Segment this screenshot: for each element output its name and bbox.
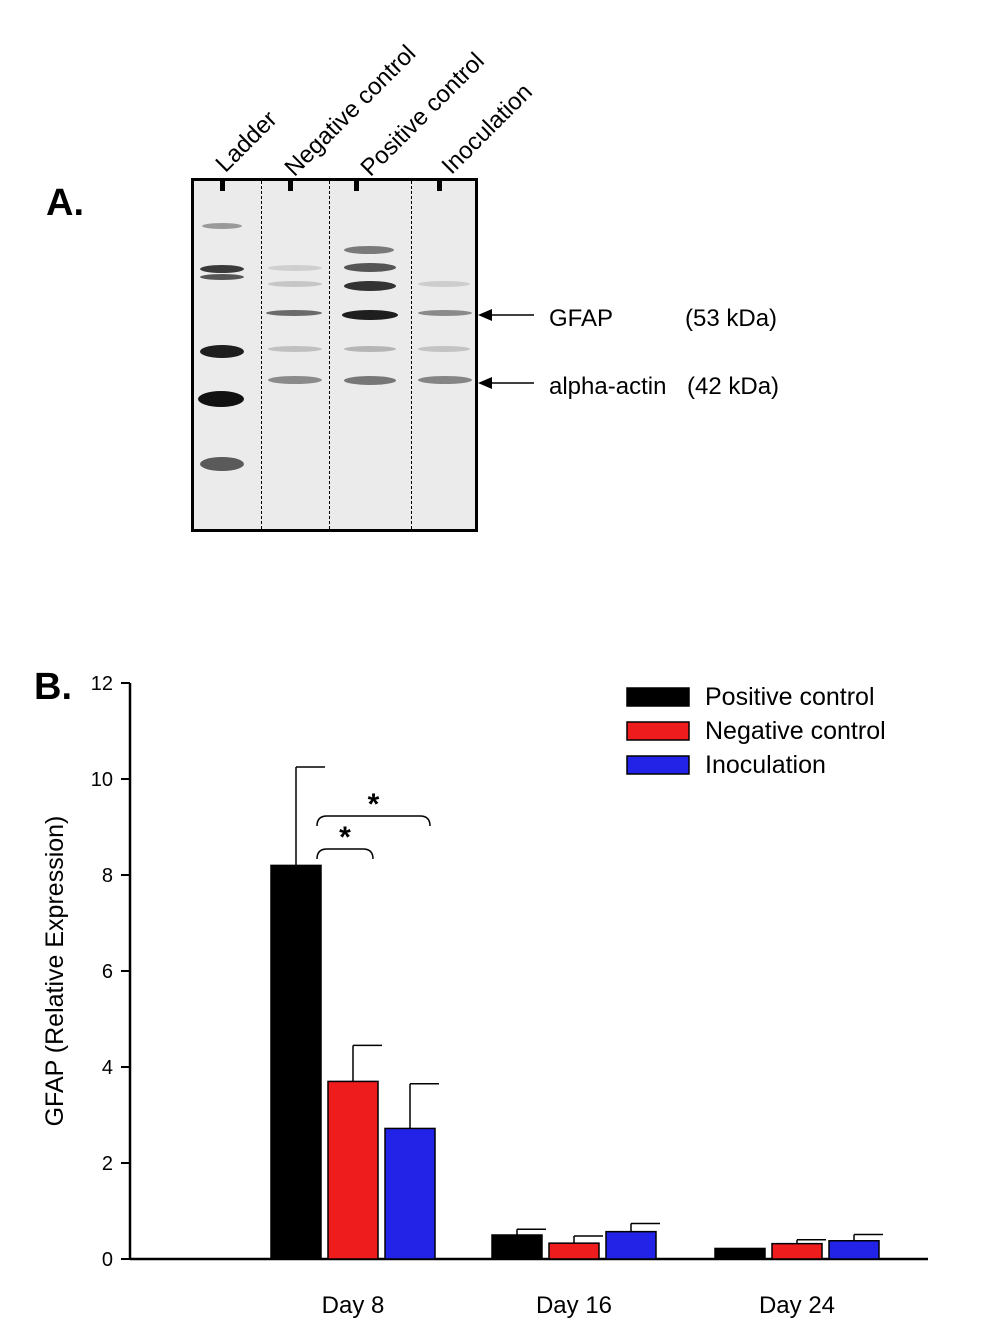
x-tick-label: Day 8	[322, 1292, 385, 1319]
significance-star: *	[368, 788, 380, 821]
actin-band	[344, 376, 396, 385]
blot-band	[268, 265, 322, 271]
x-tick-label: Day 24	[759, 1292, 835, 1319]
ladder-band	[202, 223, 242, 229]
gfap-label: GFAP	[549, 305, 614, 332]
actin-size-label: (42 kDa)	[687, 373, 780, 400]
bar	[491, 1234, 543, 1260]
well-marker	[437, 181, 442, 191]
well-marker	[354, 181, 359, 191]
blot-band	[344, 246, 394, 254]
legend-label: Positive control	[705, 683, 875, 711]
y-tick-label: 4	[102, 1057, 113, 1079]
legend-swatch	[626, 755, 690, 775]
y-tick-label: 8	[102, 865, 113, 887]
y-axis-label: GFAP (Relative Expression)	[41, 816, 69, 1127]
lane-divider	[411, 181, 412, 529]
well-marker	[220, 181, 225, 191]
ladder-band	[200, 345, 244, 358]
blot-band	[344, 346, 396, 352]
bar	[270, 864, 322, 1260]
panel-b-letter: B.	[34, 666, 72, 708]
gfap-band	[342, 310, 398, 320]
bar	[828, 1240, 880, 1260]
legend-swatch	[626, 721, 690, 741]
blot-band	[344, 263, 396, 272]
lane-divider	[329, 181, 330, 529]
bar	[548, 1242, 600, 1260]
significance-bracket	[316, 815, 431, 827]
bar	[714, 1247, 766, 1260]
western-blot-gel	[191, 178, 478, 532]
significance-bracket	[316, 848, 374, 860]
well-marker	[288, 181, 293, 191]
legend-label: Inoculation	[705, 751, 826, 779]
gfap-band	[266, 310, 322, 316]
gfap-band	[418, 310, 472, 316]
gfap-size-label: (53 kDa)	[685, 305, 778, 332]
ladder-band	[200, 457, 244, 471]
blot-band	[268, 281, 322, 287]
y-tick-label: 2	[102, 1153, 113, 1175]
legend-swatch	[626, 687, 690, 707]
blot-band	[418, 346, 470, 352]
lane-divider	[261, 181, 262, 529]
significance-star: *	[339, 821, 351, 854]
blot-band	[344, 281, 396, 291]
ladder-band	[198, 391, 244, 407]
y-tick-label: 12	[91, 673, 113, 695]
actin-label: alpha-actin	[549, 373, 667, 400]
bar	[605, 1230, 657, 1260]
blot-band	[418, 281, 470, 287]
ladder-band	[200, 265, 244, 273]
bar	[771, 1242, 823, 1260]
bar	[327, 1080, 379, 1260]
panel-a-letter: A.	[46, 182, 84, 224]
ladder-band	[200, 274, 244, 280]
x-tick-label: Day 16	[536, 1292, 612, 1319]
y-tick-label: 6	[102, 961, 113, 983]
blot-band	[268, 346, 322, 352]
actin-band	[268, 376, 322, 384]
y-tick-label: 10	[91, 769, 113, 791]
actin-band	[418, 376, 472, 384]
legend-label: Negative control	[705, 717, 886, 745]
bar	[384, 1127, 436, 1260]
y-tick-label: 0	[102, 1249, 113, 1271]
